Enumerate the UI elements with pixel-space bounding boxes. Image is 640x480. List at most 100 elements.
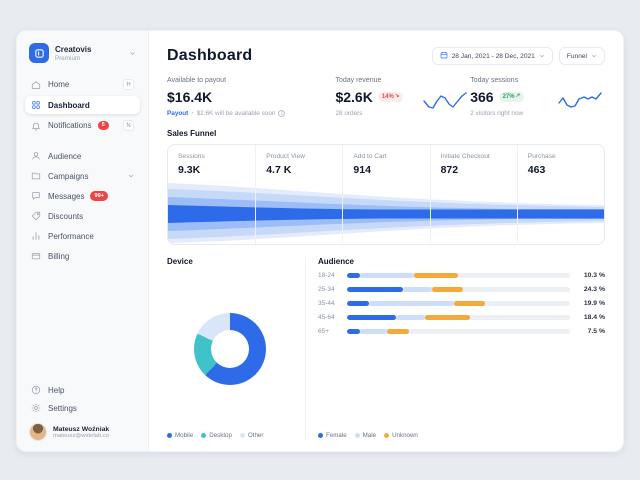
sidebar-item-home[interactable]: Home H xyxy=(25,75,140,94)
dot-separator: • xyxy=(191,110,194,117)
sidebar-nav: Home H Dashboard Notifications 5 N Audie… xyxy=(25,75,140,265)
messages-count-badge: 99+ xyxy=(90,191,108,201)
stat-today-sessions: Today sessions 366 27% ↗ 2 visitors right… xyxy=(470,77,605,117)
sidebar-item-help[interactable]: Help xyxy=(25,381,140,399)
device-title: Device xyxy=(167,257,193,266)
legend-dot xyxy=(318,433,323,438)
sidebar-item-billing[interactable]: Billing xyxy=(25,247,140,265)
view-filter-value: Funnel xyxy=(566,52,587,60)
section-divider xyxy=(305,257,306,439)
stat-note: 2 visitors right now xyxy=(470,110,524,117)
audience-row: 35-44 19.9 % xyxy=(318,300,605,307)
stat-note: 28 orders xyxy=(335,110,363,117)
sidebar-item-audience[interactable]: Audience xyxy=(25,147,140,165)
chat-icon xyxy=(31,191,42,201)
sidebar-item-label: Home xyxy=(48,80,70,89)
stat-available-to-payout: Available to payout $16.4K Payout • $2.6… xyxy=(167,77,335,117)
folder-icon xyxy=(31,171,42,181)
payout-link[interactable]: Payout xyxy=(167,110,189,117)
legend-dot xyxy=(239,433,245,438)
workspace-switcher[interactable]: Creatovis Premium xyxy=(25,41,140,65)
legend-dot xyxy=(167,433,172,438)
legend-dot xyxy=(201,433,207,438)
sidebar-spacer xyxy=(25,265,140,381)
user-name: Mateusz Woźniak xyxy=(53,425,110,433)
sidebar-item-label: Campaigns xyxy=(48,171,89,181)
trend-badge: 27% ↗ xyxy=(498,92,525,102)
page-title: Dashboard xyxy=(167,47,253,64)
home-icon xyxy=(31,80,42,90)
help-circle-icon xyxy=(31,385,42,395)
notifications-count-badge: 5 xyxy=(97,120,109,131)
user-email: mateusz@widelab.co xyxy=(53,432,110,439)
sidebar-item-dashboard[interactable]: Dashboard xyxy=(25,96,140,114)
device-legend: Mobile Desktop Other xyxy=(167,432,293,439)
info-icon[interactable]: i xyxy=(278,110,286,117)
sidebar-item-label: Discounts xyxy=(48,211,84,221)
dashboard-grid-icon xyxy=(31,100,42,110)
legend-item-desktop: Desktop xyxy=(201,432,232,439)
funnel-stage-initiate-checkout: Initiate Checkout 872 xyxy=(429,145,517,244)
stat-value: $2.6K xyxy=(335,89,373,105)
audience-row: 45-64 18.4 % xyxy=(318,314,605,321)
workspace-plan: Premium xyxy=(55,54,81,62)
sidebar-item-performance[interactable]: Performance xyxy=(25,227,140,245)
tag-icon xyxy=(31,211,42,221)
stat-note: $2.6K will be available soon xyxy=(196,110,276,117)
device-section: Device Mobile Desktop Other xyxy=(167,257,293,439)
date-range-value: 28 Jan, 2021 - 28 Dec, 2021 xyxy=(451,52,535,60)
sidebar-item-label: Billing xyxy=(48,251,70,261)
stat-label: Available to payout xyxy=(167,77,227,84)
device-donut-chart xyxy=(194,313,266,385)
funnel-area-chart xyxy=(168,183,604,243)
stat-label: Today revenue xyxy=(335,77,382,84)
legend-item-female: Female xyxy=(318,432,347,439)
audience-bar xyxy=(347,315,570,320)
avatar xyxy=(29,423,47,441)
audience-bar xyxy=(347,273,570,278)
audience-bar xyxy=(347,301,570,306)
chevron-down-icon xyxy=(128,173,134,179)
sessions-sparkline xyxy=(558,92,602,108)
workspace-name: Creatovis xyxy=(55,44,92,54)
audience-row: 65+ 7.5 % xyxy=(318,328,605,335)
audience-bar xyxy=(347,287,570,292)
trend-down-icon: ↘ xyxy=(394,93,400,100)
stat-label: Today sessions xyxy=(470,77,519,84)
legend-item-male: Male xyxy=(354,432,376,439)
user-icon xyxy=(31,151,42,161)
sidebar-item-label: Performance xyxy=(48,231,94,241)
nav-group-divider xyxy=(25,137,140,145)
credit-card-icon xyxy=(31,251,42,261)
sidebar-item-campaigns[interactable]: Campaigns xyxy=(25,167,140,185)
sidebar-item-notifications[interactable]: Notifications 5 N xyxy=(25,116,140,135)
sidebar-item-settings[interactable]: Settings xyxy=(25,399,140,417)
date-range-picker[interactable]: 28 Jan, 2021 - 28 Dec, 2021 xyxy=(431,47,553,65)
sidebar-item-label: Audience xyxy=(48,151,82,161)
stats-row: Available to payout $16.4K Payout • $2.6… xyxy=(167,77,605,117)
sidebar: Creatovis Premium Home H Dashboard Notif… xyxy=(17,31,149,451)
calendar-icon xyxy=(440,51,448,61)
stat-value: $16.4K xyxy=(167,89,213,105)
sales-funnel-title: Sales Funnel xyxy=(167,129,217,138)
audience-row: 25-34 24.3 % xyxy=(318,286,605,293)
audience-title: Audience xyxy=(318,257,355,266)
bell-icon xyxy=(31,121,42,131)
sidebar-item-messages[interactable]: Messages 99+ xyxy=(25,187,140,205)
chevron-down-icon xyxy=(129,50,136,57)
sidebar-item-label: Help xyxy=(48,385,65,395)
audience-legend: Female Male Unknown xyxy=(318,432,605,439)
funnel-stage-add-to-cart: Add to Cart 914 xyxy=(342,145,429,244)
gear-icon xyxy=(31,403,42,413)
sidebar-item-discounts[interactable]: Discounts xyxy=(25,207,140,225)
page-header: Dashboard 28 Jan, 2021 - 28 Dec, 2021 Fu… xyxy=(167,47,605,65)
audience-bar xyxy=(347,329,570,334)
legend-item-other: Other xyxy=(239,432,263,439)
funnel-stage-purchase: Purchase 463 xyxy=(516,145,604,244)
sidebar-item-label: Notifications xyxy=(48,121,92,130)
audience-row: 18-24 10.3 % xyxy=(318,272,605,279)
user-profile[interactable]: Mateusz Woźniak mateusz@widelab.co xyxy=(25,417,140,441)
legend-item-unknown: Unknown xyxy=(384,432,418,439)
funnel-stage-sessions: Sessions 9.3K xyxy=(178,153,205,176)
view-filter-dropdown[interactable]: Funnel xyxy=(558,47,605,65)
